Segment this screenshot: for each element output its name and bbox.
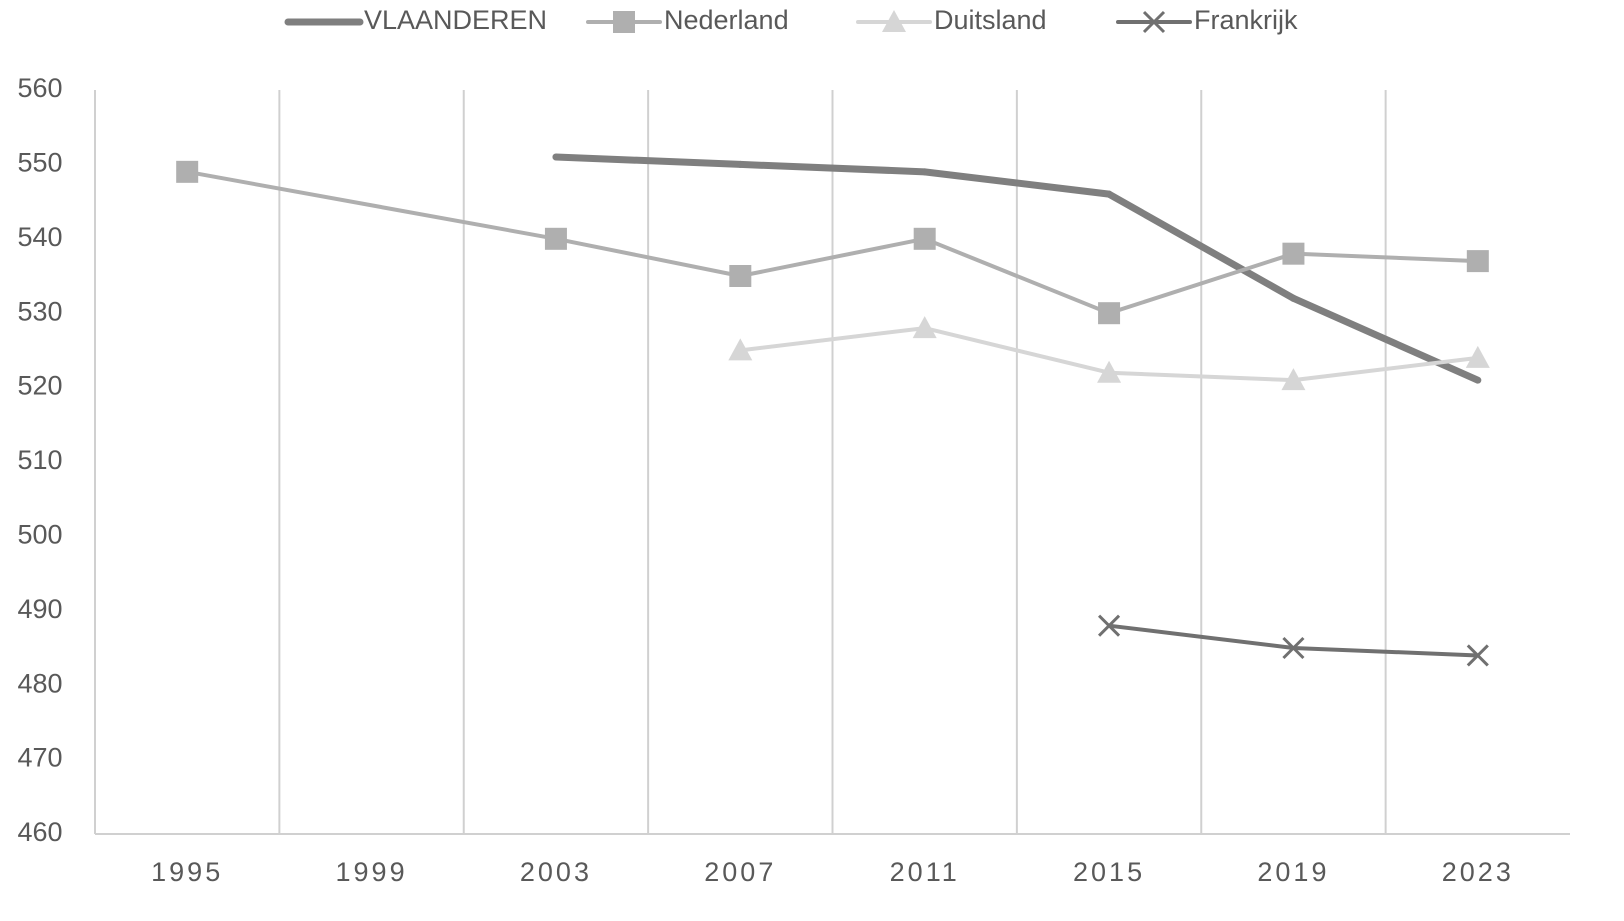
legend-label: Nederland <box>664 5 789 35</box>
marker <box>1097 360 1122 383</box>
x-tick-label: 2007 <box>704 857 776 887</box>
marker <box>729 265 752 287</box>
marker <box>912 316 937 339</box>
line-segment <box>1105 190 1297 302</box>
marker <box>1142 10 1166 34</box>
line-segment <box>922 326 1112 375</box>
line-segment <box>1107 251 1296 316</box>
line-segment <box>1291 646 1480 658</box>
y-tick-label: 510 <box>17 445 62 475</box>
line-segment <box>736 160 929 176</box>
y-tick-label: 560 <box>17 73 62 103</box>
x-tick-label: 1999 <box>336 857 408 887</box>
x-tick-label: 2015 <box>1073 857 1145 887</box>
x-tick-label: 2019 <box>1257 857 1329 887</box>
marker <box>1466 250 1489 273</box>
line-segment <box>738 236 927 278</box>
marker <box>1098 302 1121 325</box>
marker <box>1282 636 1305 660</box>
x-tick-label: 2011 <box>890 857 960 887</box>
x-tick-label: 1995 <box>151 857 223 887</box>
line-segment <box>921 168 1113 198</box>
marker <box>1466 644 1489 667</box>
marker <box>544 227 567 250</box>
line-segment <box>552 153 744 168</box>
y-tick-label: 530 <box>17 296 62 326</box>
y-tick-label: 540 <box>17 222 62 252</box>
marker <box>1097 614 1121 637</box>
marker <box>728 338 753 361</box>
line-segment <box>553 236 743 278</box>
marker <box>882 10 906 32</box>
legend-label: Duitsland <box>934 5 1047 35</box>
x-tick-label: 2023 <box>1442 857 1514 887</box>
y-tick-label: 460 <box>17 817 62 847</box>
y-tick-label: 480 <box>17 668 62 698</box>
line-segment <box>1291 251 1480 264</box>
line-segment <box>1107 623 1296 650</box>
line-segment <box>922 236 1112 316</box>
line-segment <box>1289 294 1482 384</box>
marker <box>913 227 936 250</box>
x-tick-label: 2003 <box>520 857 592 887</box>
line-segment <box>738 326 927 353</box>
marker <box>1465 345 1490 368</box>
y-tick-label: 490 <box>17 594 62 624</box>
y-tick-label: 520 <box>17 371 62 401</box>
line-segment <box>1291 355 1480 383</box>
y-tick-label: 550 <box>17 148 62 178</box>
legend-label: VLAANDEREN <box>364 5 547 35</box>
marker <box>1281 368 1306 391</box>
y-tick-label: 500 <box>17 520 62 550</box>
legend-label: Frankrijk <box>1194 5 1298 35</box>
marker <box>613 11 635 33</box>
marker <box>1282 242 1305 265</box>
y-tick-label: 470 <box>17 743 62 773</box>
marker <box>176 160 199 183</box>
line-segment <box>185 169 558 241</box>
line-segment <box>1107 370 1296 383</box>
